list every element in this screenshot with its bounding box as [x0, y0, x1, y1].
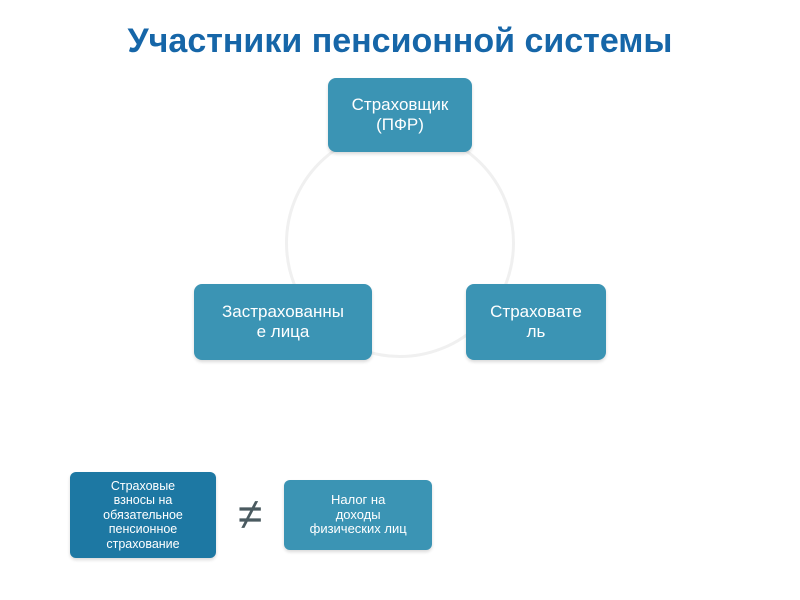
- cycle-diagram: Страховщик(ПФР) Страхователь Застрахован…: [190, 78, 610, 408]
- box-contributions: Страховыевзносы наобязательноепенсионное…: [70, 472, 216, 558]
- node-policyholder: Страхователь: [466, 284, 606, 360]
- page-title: Участники пенсионной системы: [128, 22, 673, 61]
- node-insurer: Страховщик(ПФР): [328, 78, 472, 152]
- node-insured: Застрахованные лица: [194, 284, 372, 360]
- box-income-tax: Налог надоходыфизических лиц: [284, 480, 432, 550]
- bottom-equation: Страховыевзносы наобязательноепенсионное…: [70, 472, 432, 558]
- not-equal-icon: ≠: [238, 493, 262, 537]
